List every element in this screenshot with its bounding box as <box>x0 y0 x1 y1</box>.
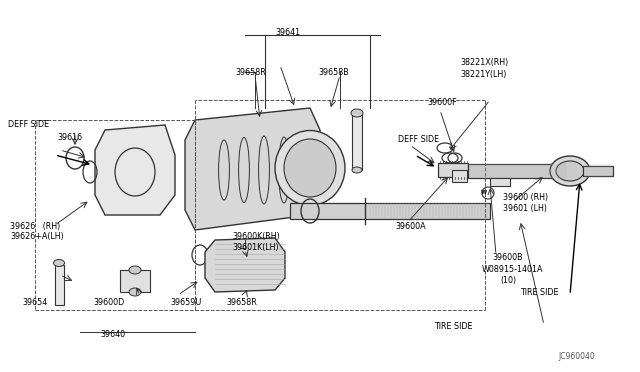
Bar <box>290 203 490 219</box>
Text: 39600F: 39600F <box>427 98 456 107</box>
Text: 38221X(RH): 38221X(RH) <box>460 58 508 67</box>
Text: 39640: 39640 <box>100 330 125 339</box>
Text: DEFF SIDE: DEFF SIDE <box>398 135 439 144</box>
Ellipse shape <box>275 131 345 205</box>
Bar <box>55 265 64 305</box>
Bar <box>583 166 613 176</box>
Text: 39654: 39654 <box>22 298 47 307</box>
Text: 39626+A(LH): 39626+A(LH) <box>10 232 64 241</box>
Bar <box>352 115 362 170</box>
Text: 39658R: 39658R <box>226 298 257 307</box>
Text: (10): (10) <box>500 276 516 285</box>
Ellipse shape <box>129 266 141 274</box>
Ellipse shape <box>54 260 65 266</box>
Text: 39600 (RH): 39600 (RH) <box>503 193 548 202</box>
Bar <box>468 164 568 178</box>
Polygon shape <box>95 125 175 215</box>
Bar <box>490 178 510 186</box>
Text: 39601K(LH): 39601K(LH) <box>232 243 278 252</box>
Bar <box>438 163 468 177</box>
Text: TIRE SIDE: TIRE SIDE <box>520 288 559 297</box>
Text: DEFF SIDE: DEFF SIDE <box>8 120 49 129</box>
Ellipse shape <box>550 156 590 186</box>
Polygon shape <box>185 108 320 230</box>
Text: 39641: 39641 <box>275 28 301 37</box>
Ellipse shape <box>352 167 362 173</box>
Text: JC960040: JC960040 <box>558 352 595 361</box>
Ellipse shape <box>284 139 336 197</box>
Text: 39600D: 39600D <box>93 298 124 307</box>
Bar <box>120 270 150 292</box>
Text: W: W <box>481 189 487 195</box>
Text: 39626   (RH): 39626 (RH) <box>10 222 60 231</box>
Text: 39600K(RH): 39600K(RH) <box>232 232 280 241</box>
Ellipse shape <box>351 109 363 117</box>
Bar <box>452 170 467 182</box>
Text: 38221Y(LH): 38221Y(LH) <box>460 70 506 79</box>
Text: 39658R: 39658R <box>235 68 266 77</box>
Ellipse shape <box>129 288 141 296</box>
Text: 39616: 39616 <box>57 133 82 142</box>
Text: 39659U: 39659U <box>170 298 202 307</box>
Text: 39600B: 39600B <box>492 253 523 262</box>
Text: 39600A: 39600A <box>395 222 426 231</box>
Polygon shape <box>205 238 285 292</box>
Text: 39658B: 39658B <box>318 68 349 77</box>
Text: TIRE SIDE: TIRE SIDE <box>434 322 472 331</box>
Text: W08915-1401A: W08915-1401A <box>482 265 543 274</box>
Ellipse shape <box>556 161 584 181</box>
Text: 39601 (LH): 39601 (LH) <box>503 204 547 213</box>
